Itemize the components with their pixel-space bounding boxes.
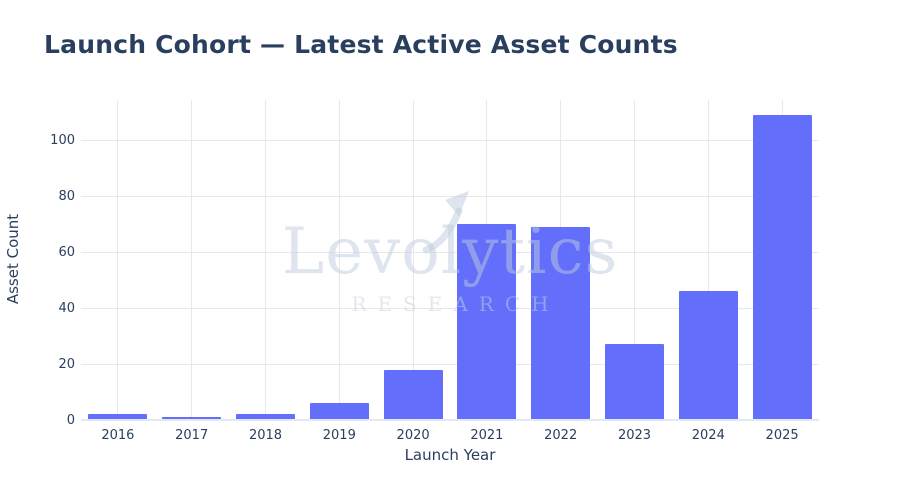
bar-2016[interactable] <box>88 414 148 420</box>
y-tick-label-100: 100 <box>50 133 75 149</box>
y-gridline-100 <box>81 140 819 142</box>
x-gridline-2017 <box>191 100 193 420</box>
x-tick-label-2023: 2023 <box>617 428 652 443</box>
x-tick-label-2021: 2021 <box>470 428 504 443</box>
bar-2017[interactable] <box>162 417 222 420</box>
chart-title: Launch Cohort — Latest Active Asset Coun… <box>44 30 678 59</box>
x-tick-label-2020: 2020 <box>396 428 430 443</box>
y-tick-label-0: 0 <box>66 413 75 428</box>
x-gridline-2023 <box>634 100 635 420</box>
bar-2020[interactable] <box>383 369 443 420</box>
y-tick-label-60: 60 <box>58 245 75 261</box>
x-tick-label-2016: 2016 <box>101 428 135 443</box>
y-gridline-40 <box>81 308 819 309</box>
y-axis-title: Asset Count <box>4 213 22 305</box>
bar-2019[interactable] <box>309 403 369 420</box>
x-tick-label-2019: 2019 <box>322 428 356 443</box>
bar-2023[interactable] <box>605 344 664 420</box>
y-tick-label-40: 40 <box>58 301 75 316</box>
y-gridline-20 <box>81 364 819 365</box>
x-tick-label-2022: 2022 <box>544 428 578 443</box>
bar-2021[interactable] <box>457 224 517 420</box>
x-tick-label-2025: 2025 <box>765 428 799 443</box>
x-axis-zero-line <box>81 419 819 421</box>
x-tick-label-2018: 2018 <box>248 428 283 443</box>
x-gridline-2019 <box>338 100 340 420</box>
plot-area: 0 20 40 60 80 100 2016 2017 2018 2019 2020 2021 2022… <box>50 100 819 443</box>
y-tick-label-20: 20 <box>58 357 75 372</box>
bar-2025[interactable] <box>752 114 812 420</box>
bar-2018[interactable] <box>236 414 295 420</box>
x-gridline-2024 <box>707 100 709 420</box>
bar-2024[interactable] <box>678 291 738 420</box>
x-gridline-2020 <box>412 100 414 420</box>
x-tick-label-2017: 2017 <box>175 428 209 443</box>
x-tick-label-2024: 2024 <box>691 428 725 443</box>
bar-2022[interactable] <box>531 226 591 420</box>
y-tick-label-80: 80 <box>58 189 75 205</box>
x-axis-title: Launch Year <box>404 446 496 464</box>
x-gridline-2018 <box>265 100 266 420</box>
x-gridline-2016 <box>117 100 119 420</box>
